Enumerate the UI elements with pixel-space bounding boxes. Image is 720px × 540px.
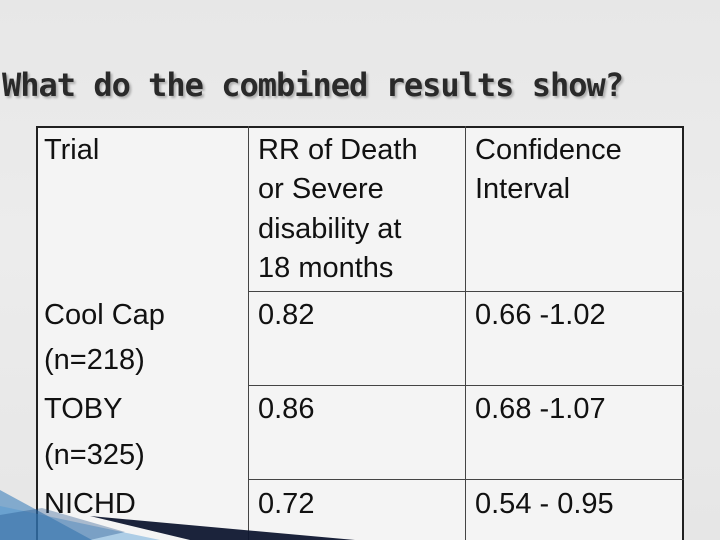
row-divider-row-1 [248,385,684,386]
row-3-ci: 0.54 - 0.95 [475,488,614,520]
row-1-rr: 0.82 [258,299,315,331]
row-3-rr: 0.72 [258,488,315,520]
column-divider-trial-rr [248,126,249,540]
header-trial: Trial [44,134,100,166]
row-3-trial-name: NICHD [44,488,136,520]
row-2-rr: 0.86 [258,393,315,425]
row-2-ci: 0.68 -1.07 [475,393,606,425]
header-rr-line-3: disability at [258,213,402,245]
results-table: Trial RR of Death or Severe disability a… [36,126,684,540]
row-2-trial-name: TOBY [44,393,123,425]
header-ci-line-2: Interval [475,173,571,205]
row-divider-row-2 [248,479,684,480]
row-divider-header [248,291,684,292]
row-1-ci: 0.66 -1.02 [475,299,606,331]
slide-title: What do the combined results show? [2,66,624,104]
column-divider-rr-ci [465,126,466,540]
row-1-trial-n: (n=218) [44,344,145,376]
row-2-trial-n: (n=325) [44,439,145,471]
table-frame [36,126,684,540]
header-rr-line-1: RR of Death [258,134,418,166]
header-rr-line-2: or Severe [258,173,384,205]
header-ci-line-1: Confidence [475,134,622,166]
header-rr-line-4: 18 months [258,252,394,284]
row-1-trial-name: Cool Cap [44,299,165,331]
